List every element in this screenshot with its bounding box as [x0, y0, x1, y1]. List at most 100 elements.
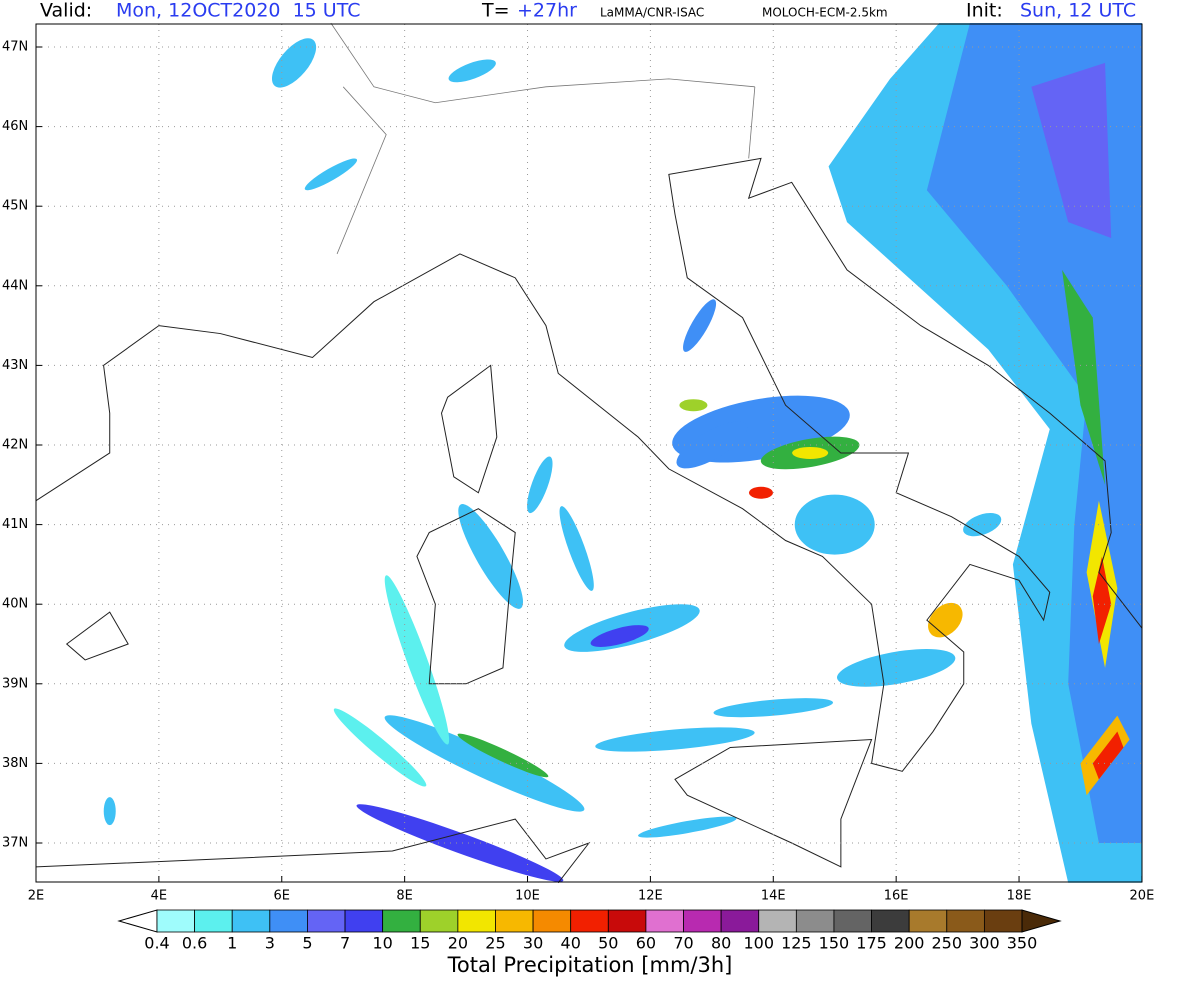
coastlines: [35, 22, 1143, 884]
border: [330, 22, 755, 104]
source: LaMMA/CNR-ISAC: [600, 6, 704, 20]
rain-cell: [713, 698, 834, 718]
lat-label: 44N: [2, 278, 28, 293]
map-frame: [35, 23, 1143, 883]
lon-label: 20E: [1130, 889, 1155, 904]
coastline: [35, 157, 1143, 772]
colorbar-label: 250: [932, 934, 963, 953]
rain-cell: [103, 797, 116, 826]
lat-label: 42N: [2, 438, 28, 453]
colorbar-label: 80: [711, 934, 731, 953]
precipitation-field: [103, 23, 1142, 883]
colorbar-box: [683, 909, 722, 933]
rain-cell: [457, 733, 549, 778]
colorbar-label: 175: [856, 934, 887, 953]
rain-cell: [590, 625, 649, 647]
lon-label: 6E: [274, 889, 291, 904]
colorbar-label: 0.6: [182, 934, 207, 953]
rain-band: [1092, 556, 1112, 644]
rain-cell: [595, 727, 755, 752]
step-label: T=: [481, 0, 510, 22]
colorbar-label: 7: [340, 934, 350, 953]
rain-cell: [683, 299, 717, 352]
colorbar-box: [495, 909, 534, 933]
rain-cell: [748, 486, 773, 499]
lon-label: 8E: [396, 889, 413, 904]
colorbar-label: 20: [448, 934, 468, 953]
colorbar-label: 3: [265, 934, 275, 953]
colorbar-label: 50: [598, 934, 618, 953]
model: MOLOCH-ECM-2.5km: [762, 6, 888, 20]
coastline: [65, 611, 129, 661]
colorbar-box: [156, 909, 196, 933]
lat-label: 40N: [2, 597, 28, 612]
init-value: Sun, 12 UTC: [1020, 0, 1136, 22]
colorbar-box: [570, 909, 609, 933]
colorbar-box: [269, 909, 308, 933]
colorbar-label: 15: [410, 934, 430, 953]
rain-cell: [304, 158, 358, 191]
colorbar-box: [946, 909, 985, 933]
colorbar-box: [532, 909, 572, 933]
valid-label: Valid:: [40, 0, 92, 22]
colorbar-box: [344, 909, 384, 933]
colorbar-label: 150: [819, 934, 850, 953]
lon-label: 10E: [515, 889, 540, 904]
coastline: [674, 738, 873, 868]
colorbar-box: [607, 909, 647, 933]
rain-cell: [333, 708, 427, 787]
valid-value: Mon, 12OCT2020 15 UTC: [116, 0, 360, 22]
lon-label: 18E: [1007, 889, 1032, 904]
colorbar-box: [871, 909, 910, 933]
colorbar-box: [194, 909, 233, 933]
colorbar-label: 5: [302, 934, 312, 953]
init-label: Init:: [966, 0, 1003, 22]
rain-cell: [676, 421, 748, 469]
colorbar-box: [307, 909, 346, 933]
rain-cell: [638, 816, 737, 838]
colorbar-label: 125: [781, 934, 812, 953]
lat-label: 39N: [2, 676, 28, 691]
rain-cell: [679, 399, 708, 412]
lat-label: 45N: [2, 199, 28, 214]
coastline: [416, 508, 516, 685]
rain-cell: [792, 446, 829, 459]
lat-label: 43N: [2, 358, 28, 373]
rain-cell: [448, 59, 496, 83]
rain-cell: [384, 715, 585, 812]
colorbar-label: 200: [894, 934, 925, 953]
colorbar-label: 0.4: [144, 934, 169, 953]
border: [748, 86, 756, 159]
coastline: [440, 364, 498, 494]
lon-label: 12E: [638, 889, 663, 904]
lon-label: 2E: [28, 889, 45, 904]
colorbar-box: [419, 909, 459, 933]
lat-label: 37N: [2, 836, 28, 851]
colorbar-box: [645, 909, 684, 933]
colorbar-box: [795, 909, 835, 933]
rain-cell: [458, 504, 524, 609]
colorbar-label: 60: [636, 934, 656, 953]
rain-cell: [928, 602, 963, 638]
colorbar-box: [758, 909, 797, 933]
rain-cell: [963, 512, 1002, 537]
colorbar-label: 25: [485, 934, 505, 953]
rain-band: [1092, 731, 1124, 780]
rain-cell: [559, 506, 594, 591]
border: [336, 86, 387, 255]
colorbar-box: [908, 909, 948, 933]
colorbar-label: 70: [673, 934, 693, 953]
lat-label: 38N: [2, 756, 28, 771]
colorbar-label: 40: [561, 934, 581, 953]
rain-cell: [271, 38, 317, 88]
lat-label: 47N: [2, 40, 28, 55]
colorbar: 0.4 0.6 1 3 5 7 10 15 20 25 30 40 50 60 70 80 100 125 150 1…: [117, 909, 1062, 953]
colorbar-arrow: [117, 909, 158, 933]
colorbar-box: [382, 909, 421, 933]
colorbar-title: Total Precipitation [mm/3h]: [447, 953, 733, 977]
lat-label: 41N: [2, 517, 28, 532]
lon-label: 16E: [884, 889, 909, 904]
step-value: +27hr: [517, 0, 577, 22]
lat-label: 46N: [2, 119, 28, 134]
colorbar-box: [983, 909, 1023, 933]
